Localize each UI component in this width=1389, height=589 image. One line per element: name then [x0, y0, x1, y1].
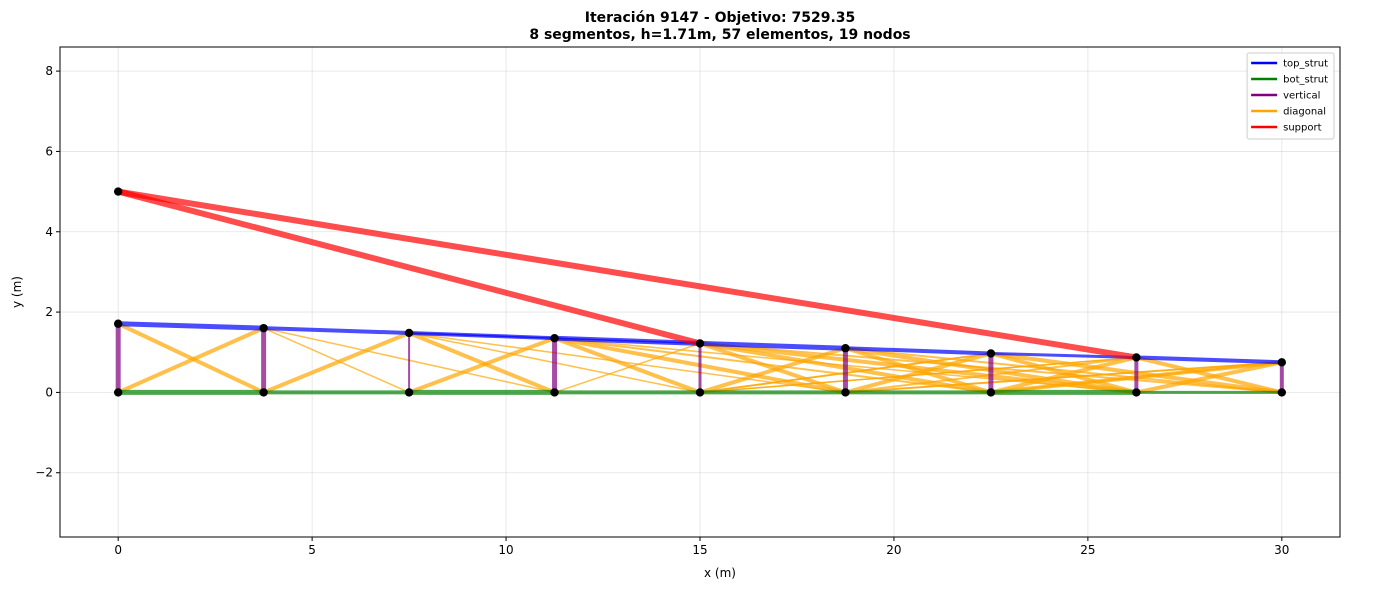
diagonal-member — [1135, 355, 1283, 395]
truss-node — [113, 187, 123, 196]
y-tick-label: −2 — [35, 466, 53, 480]
diagonal-member — [554, 342, 701, 394]
y-tick-label: 8 — [45, 64, 53, 78]
truss-node — [1132, 388, 1141, 397]
legend-label-top-strut: top_strut — [1283, 59, 1328, 70]
legend: top_strut bot_strut vertical diagonal suppor… — [1246, 52, 1335, 140]
chart-title-line2: 8 segmentos, h=1.71m, 57 elementos, 19 n… — [529, 27, 910, 43]
x-tick-label: 15 — [692, 543, 707, 557]
x-tick-label: 20 — [886, 543, 901, 557]
truss-node — [404, 388, 414, 397]
diagonal-member — [990, 351, 1137, 395]
diagonal-member — [1135, 360, 1283, 395]
y-axis-label: y (m) — [10, 276, 24, 308]
x-tick-label: 5 — [308, 543, 316, 557]
top-strut-member — [990, 351, 1137, 359]
top-strut-member — [1136, 355, 1282, 365]
x-tick-label: 0 — [114, 543, 122, 557]
truss-node — [1132, 353, 1141, 362]
diagonal-member — [553, 336, 701, 395]
truss-node — [695, 339, 705, 348]
top-strut-member — [118, 321, 264, 331]
x-tick-label: 30 — [1274, 543, 1289, 557]
truss-node — [841, 388, 850, 397]
support-member — [117, 188, 1137, 361]
top-strut-member — [263, 326, 410, 335]
truss-nodes — [113, 187, 1287, 397]
truss-node — [113, 388, 123, 397]
grid — [60, 47, 1340, 537]
support-member — [117, 188, 701, 347]
truss-node — [550, 333, 559, 343]
truss-node — [404, 328, 414, 338]
legend-box — [1246, 52, 1335, 140]
y-tick-label: 6 — [45, 144, 53, 158]
y-tick-label: 0 — [45, 385, 53, 399]
chart-title-line1: Iteración 9147 - Objetivo: 7529.35 — [585, 10, 856, 26]
y-tick-label: 2 — [45, 305, 53, 319]
truss-node — [550, 388, 559, 397]
truss-node — [986, 388, 996, 397]
truss-members — [115, 188, 1284, 395]
top-strut-member — [699, 340, 846, 351]
x-tick-label: 25 — [1080, 543, 1095, 557]
x-tick-label: 10 — [498, 543, 513, 557]
diagonal-member — [844, 346, 992, 395]
x-axis-label: x (m) — [704, 566, 736, 580]
diagonal-member — [263, 327, 410, 394]
legend-label-diagonal: diagonal — [1283, 107, 1326, 118]
legend-label-vertical: vertical — [1283, 91, 1320, 102]
truss-node — [695, 388, 705, 397]
truss-node — [259, 323, 268, 333]
diagonal-member — [408, 331, 556, 395]
legend-label-bot-strut: bot_strut — [1283, 75, 1328, 86]
truss-node — [986, 349, 996, 358]
truss-node — [1277, 388, 1287, 397]
diagonal-member — [845, 347, 1282, 394]
diagonal-member — [262, 331, 410, 395]
diagonal-member — [845, 361, 1282, 394]
diagonal-member — [117, 321, 265, 395]
diagonal-member — [699, 341, 847, 395]
diagonal-member — [408, 336, 556, 395]
truss-node — [113, 319, 123, 328]
y-tick-label: 4 — [45, 225, 53, 239]
axis-ticks: 0 5 10 15 20 25 30 −2 0 2 4 6 8 — [35, 64, 1289, 557]
truss-node — [1277, 358, 1287, 367]
truss-node — [259, 388, 268, 397]
legend-label-support: support — [1283, 123, 1321, 134]
diagonal-member — [699, 356, 1137, 394]
truss-node — [841, 344, 850, 353]
top-strut-member — [845, 346, 991, 356]
